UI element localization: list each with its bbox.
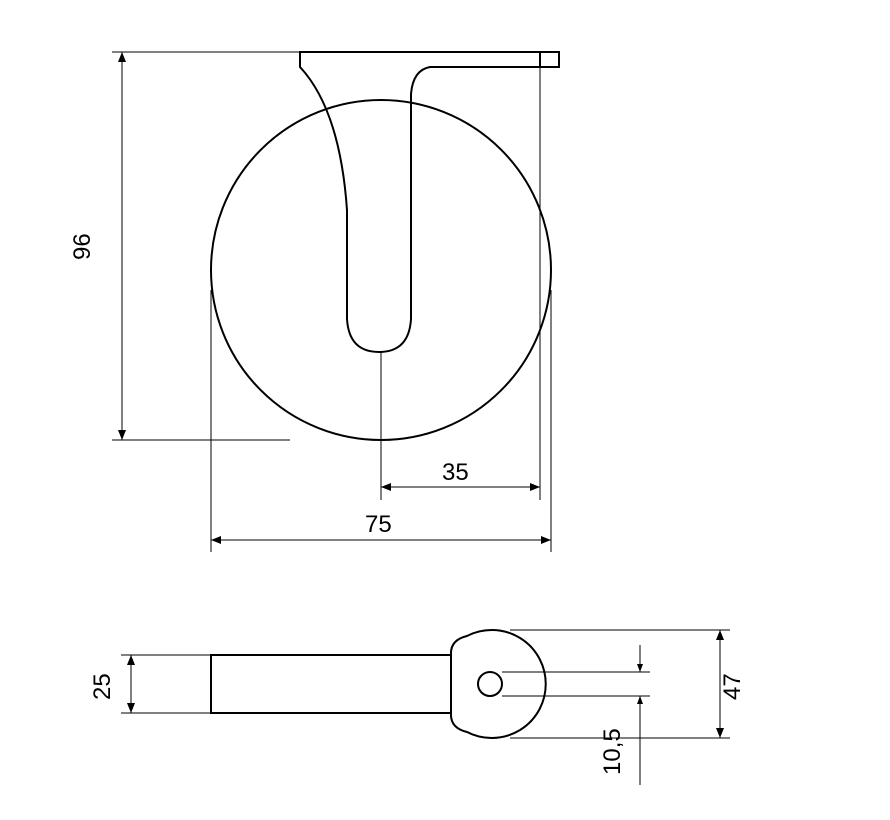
fork-outline — [300, 52, 559, 352]
top-body-outline — [211, 630, 546, 738]
dim-label-25: 25 — [89, 673, 116, 700]
top-view: 25 47 10,5 — [89, 630, 746, 785]
technical-drawing: 96 35 75 25 47 10,5 — [0, 0, 890, 820]
dim-label-75: 75 — [365, 511, 392, 538]
dim-label-47: 47 — [719, 673, 746, 700]
dim-label-35: 35 — [442, 459, 469, 486]
side-view: 96 35 75 — [69, 52, 559, 552]
dim-label-96: 96 — [69, 233, 96, 260]
dim-label-105: 10,5 — [599, 728, 626, 775]
bolt-hole — [478, 672, 502, 696]
